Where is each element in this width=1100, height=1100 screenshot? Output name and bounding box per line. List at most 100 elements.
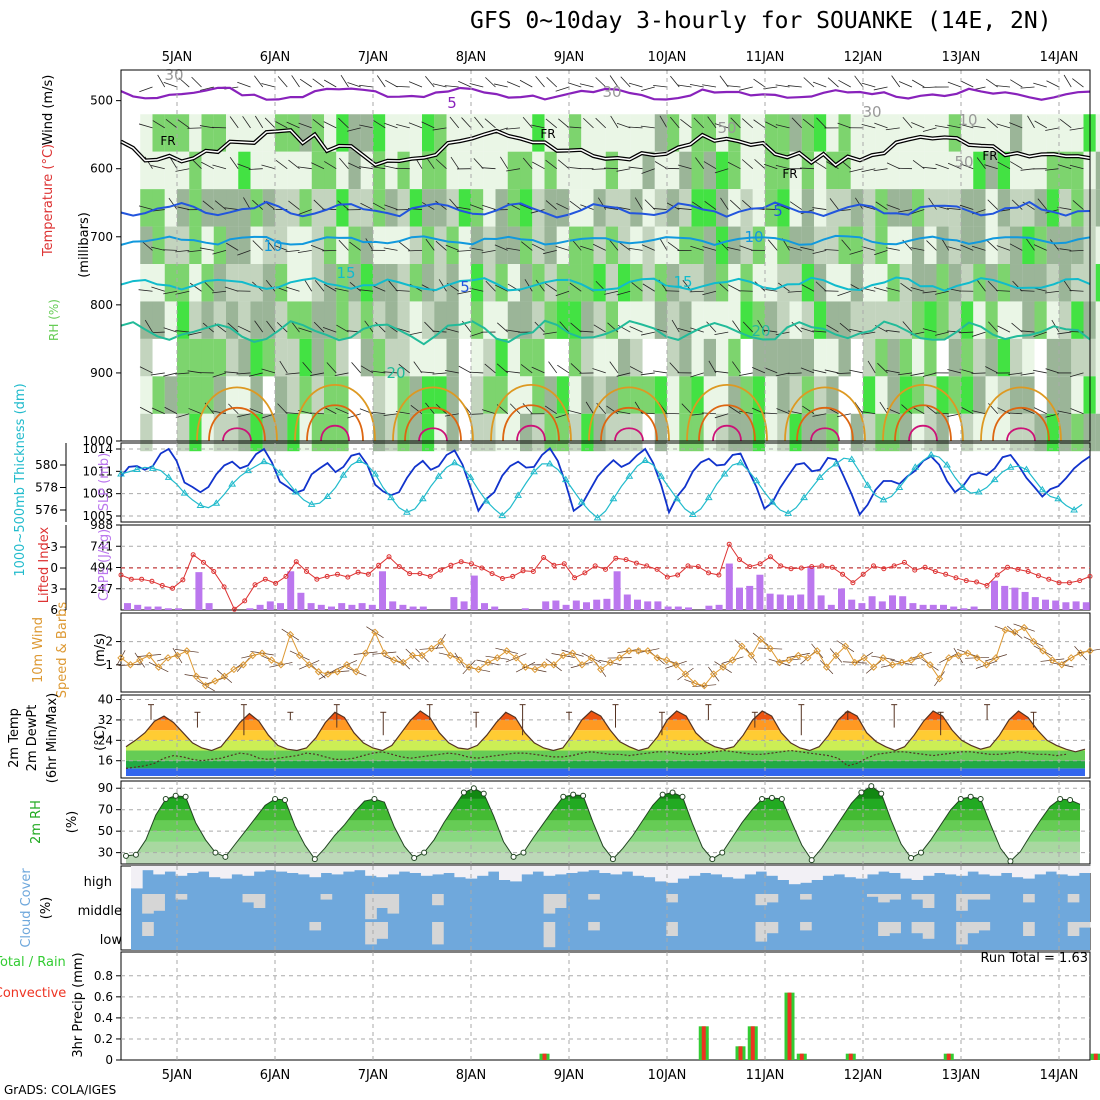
rh-shade-cell: [1022, 226, 1035, 265]
rh-shade-cell: [409, 301, 423, 339]
precip-tick-label: 0: [105, 1053, 113, 1067]
cape-bar: [328, 606, 335, 610]
wind-barb: [1059, 119, 1072, 129]
wind-barb: [175, 372, 190, 375]
rh-band: [126, 831, 1080, 842]
wind-barb: [972, 331, 986, 337]
wind-barb: [634, 197, 643, 210]
wind-barb: [604, 290, 619, 295]
temp-band: [121, 697, 1090, 710]
rh-shade-cell: [863, 114, 876, 152]
wind10m-marker: [192, 672, 200, 681]
wind10m-marker: [465, 663, 473, 671]
li-marker: [623, 557, 629, 563]
rh2m-marker: [182, 793, 189, 800]
cloud-cell-middle: [922, 894, 935, 908]
li-marker: [530, 569, 536, 574]
wind10m-marker: [267, 656, 276, 664]
rh2m-marker: [520, 849, 527, 856]
wind-barb: [243, 197, 251, 210]
rh-shade-cell: [801, 338, 815, 377]
rh-shade-cell: [1095, 376, 1100, 414]
rh-shade-cell: [336, 413, 349, 452]
rh-shade-cell: [434, 264, 447, 302]
li-marker: [819, 563, 825, 569]
wind-barb: [1012, 280, 1023, 292]
wind-barb: [1069, 372, 1084, 378]
wind-barb: [739, 86, 753, 91]
wind-barb: [971, 372, 986, 374]
cloud-cell-middle: [142, 894, 154, 914]
wind-barb: [265, 280, 276, 292]
wind-barb: [485, 280, 496, 292]
rh-shade-cell: [667, 376, 680, 414]
wind-barb: [444, 85, 459, 88]
rh-shade-cell: [850, 413, 864, 452]
rh-shade-cell: [520, 376, 533, 414]
rh-shade-cell: [483, 151, 496, 190]
wind-barb: [642, 283, 655, 292]
rh2m-marker: [311, 856, 318, 863]
wind-barb: [801, 284, 815, 292]
wind-barb: [861, 411, 876, 415]
wind-barb: [1033, 244, 1047, 251]
contour-label: 20: [386, 364, 405, 382]
rh-shade-cell: [740, 264, 753, 302]
rh-shade-cell: [238, 189, 251, 227]
rh-shade-cell: [618, 413, 631, 452]
rh-shade-cell: [1046, 338, 1060, 377]
li-marker: [943, 571, 949, 577]
day-label-top-text: 7JAN: [358, 50, 389, 65]
cloud-cell-middle: [889, 894, 901, 900]
rh-shade-cell: [948, 376, 962, 414]
wind-barb: [702, 290, 717, 296]
cloud-cell-high: [376, 866, 388, 878]
rh-shade-cell: [850, 114, 864, 152]
rh-shade-cell: [1022, 413, 1035, 452]
li-marker: [706, 570, 712, 576]
cloud-cell-high: [710, 866, 723, 875]
li-marker: [180, 577, 186, 583]
rh-shade-cell: [875, 151, 888, 190]
pressure-tick-label: 500: [90, 94, 113, 108]
li-marker: [376, 562, 382, 568]
rh2m-marker: [908, 855, 915, 861]
wind-barb: [861, 205, 876, 210]
wind-barb: [323, 406, 337, 415]
wind-barb: [593, 324, 606, 333]
cape-bar: [389, 601, 397, 610]
wind-barb: [396, 123, 410, 129]
rh-shade-cell: [850, 264, 864, 302]
wind-barb: [838, 79, 851, 88]
rh-shade-cell: [556, 301, 570, 339]
rh-shade-cell: [397, 413, 410, 452]
li-marker: [871, 563, 877, 569]
wind-barb: [702, 84, 717, 88]
temp-band: [126, 768, 1085, 776]
rh-shade-cell: [336, 338, 349, 377]
wind-barb: [1020, 372, 1035, 376]
li-marker: [324, 573, 330, 579]
wind10m-marker: [126, 661, 135, 669]
rh-shade-cell: [140, 413, 153, 452]
rh-shade-cell: [752, 338, 766, 377]
cloud-row-label-middle: middle: [78, 904, 122, 919]
rh-shade-cell: [348, 151, 361, 190]
rh2m-marker: [669, 789, 676, 796]
wind10m-marker: [615, 654, 624, 662]
rh-shade-cell: [961, 301, 974, 339]
cloud-cell-high: [253, 866, 266, 872]
wind-barb: [885, 329, 900, 333]
wind-barb: [395, 290, 410, 292]
cape-bar: [593, 599, 601, 610]
thickness-marker: [784, 509, 793, 516]
wind-barb: [506, 81, 521, 88]
rh2m-panel: [120, 780, 1091, 865]
rh-shade-cell: [728, 264, 741, 302]
wind-barb: [169, 156, 178, 169]
wind10m-marker: [446, 651, 454, 660]
li-marker: [345, 574, 351, 580]
wind10m-marker: [982, 661, 991, 669]
wind-barb: [242, 116, 251, 129]
li-marker: [953, 575, 959, 581]
